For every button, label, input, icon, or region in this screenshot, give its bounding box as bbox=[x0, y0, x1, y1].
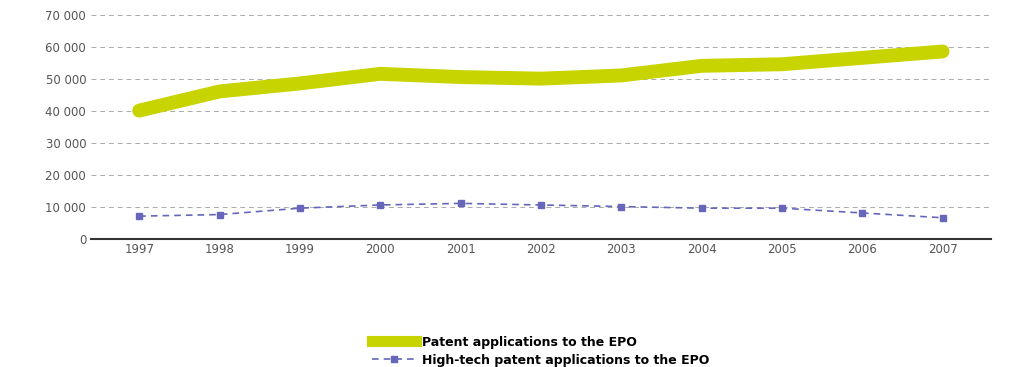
Legend: Patent applications to the EPO, High-tech patent applications to the EPO: Patent applications to the EPO, High-tec… bbox=[372, 336, 710, 367]
